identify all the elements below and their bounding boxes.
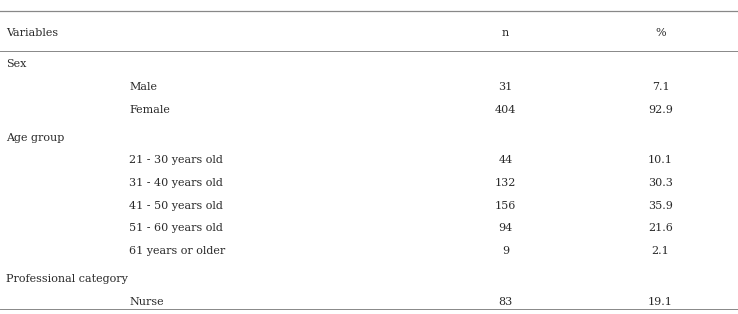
- Text: 94: 94: [498, 223, 513, 233]
- Text: Sex: Sex: [6, 59, 27, 69]
- Text: Variables: Variables: [6, 28, 58, 38]
- Text: 35.9: 35.9: [648, 201, 673, 211]
- Text: %: %: [655, 28, 666, 38]
- Text: 31 - 40 years old: 31 - 40 years old: [129, 178, 223, 188]
- Text: Female: Female: [129, 105, 170, 115]
- Text: 44: 44: [498, 155, 513, 165]
- Text: 19.1: 19.1: [648, 297, 673, 307]
- Text: 51 - 60 years old: 51 - 60 years old: [129, 223, 223, 233]
- Text: 83: 83: [498, 297, 513, 307]
- Text: 404: 404: [495, 105, 516, 115]
- Text: 2.1: 2.1: [652, 246, 669, 256]
- Text: 132: 132: [495, 178, 516, 188]
- Text: 92.9: 92.9: [648, 105, 673, 115]
- Text: 10.1: 10.1: [648, 155, 673, 165]
- Text: 30.3: 30.3: [648, 178, 673, 188]
- Text: 156: 156: [495, 201, 516, 211]
- Text: 21.6: 21.6: [648, 223, 673, 233]
- Text: 61 years or older: 61 years or older: [129, 246, 225, 256]
- Text: 9: 9: [502, 246, 509, 256]
- Text: Male: Male: [129, 82, 157, 92]
- Text: Nurse: Nurse: [129, 297, 164, 307]
- Text: n: n: [502, 28, 509, 38]
- Text: Age group: Age group: [6, 133, 64, 143]
- Text: 7.1: 7.1: [652, 82, 669, 92]
- Text: 21 - 30 years old: 21 - 30 years old: [129, 155, 223, 165]
- Text: 31: 31: [498, 82, 513, 92]
- Text: Professional category: Professional category: [6, 274, 128, 284]
- Text: 41 - 50 years old: 41 - 50 years old: [129, 201, 223, 211]
